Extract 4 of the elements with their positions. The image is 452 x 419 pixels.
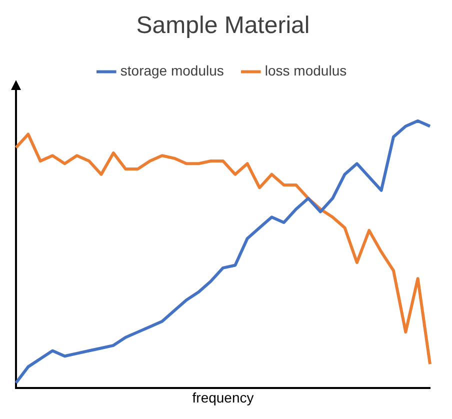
x-axis-title: frequency bbox=[192, 389, 254, 406]
chart-title: Sample Material bbox=[136, 12, 310, 40]
legend-label: loss modulus bbox=[264, 62, 347, 79]
legend-label: storage modulus bbox=[120, 62, 224, 79]
